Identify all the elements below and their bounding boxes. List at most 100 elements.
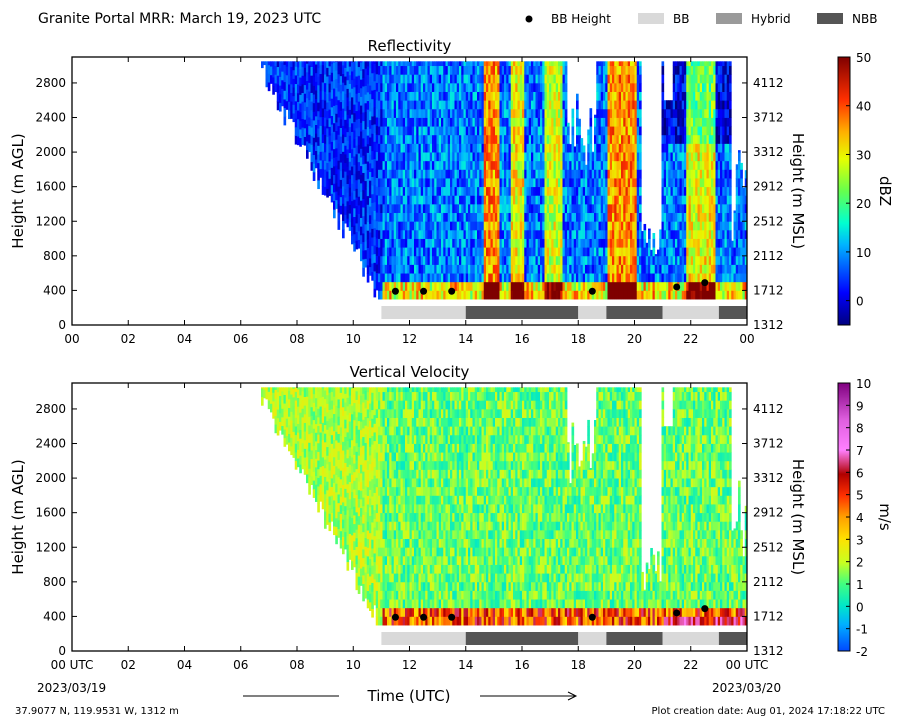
heatmap-cell — [486, 186, 489, 196]
heatmap-cell — [339, 84, 343, 94]
heatmap-cell — [360, 234, 363, 244]
heatmap-cell — [632, 273, 635, 283]
heatmap-cell — [411, 65, 415, 75]
heatmap-cell — [265, 78, 269, 88]
heatmap-cell — [378, 117, 381, 127]
heatmap-cell — [330, 167, 334, 177]
heatmap-cell — [333, 174, 336, 184]
heatmap-cell — [477, 117, 480, 127]
heatmap-cell — [400, 82, 404, 92]
heatmap-cell — [292, 113, 296, 123]
heatmap-cell — [632, 169, 635, 179]
heatmap-cell — [490, 290, 494, 300]
heatmap-cell — [465, 91, 469, 101]
heatmap-cell — [418, 126, 422, 136]
heatmap-cell — [663, 203, 667, 214]
heatmap-cell — [384, 290, 388, 300]
heatmap-cell — [510, 126, 514, 136]
heatmap-cell — [429, 264, 433, 274]
heatmap-cell — [618, 91, 622, 101]
heatmap-cell — [612, 247, 615, 257]
heatmap-cell — [418, 290, 422, 300]
heatmap-cell — [371, 193, 374, 203]
heatmap-cell — [598, 186, 602, 196]
heatmap-cell — [373, 115, 377, 125]
heatmap-cell — [474, 82, 478, 92]
heatmap-cell — [326, 119, 329, 129]
heatmap-cell — [432, 160, 435, 170]
heatmap-cell — [564, 108, 568, 118]
heatmap-cell — [589, 169, 593, 179]
heatmap-cell — [540, 290, 543, 300]
heatmap-cell — [335, 113, 338, 123]
heatmap-cell — [447, 134, 451, 144]
heatmap-cell — [378, 160, 381, 170]
heatmap-cell — [474, 203, 478, 214]
heatmap-cell — [420, 273, 424, 283]
heatmap-cell — [362, 233, 365, 243]
heatmap-cell — [562, 74, 566, 84]
heatmap-cell — [544, 100, 548, 110]
heatmap-cell — [618, 195, 622, 205]
heatmap-cell — [567, 212, 570, 222]
heatmap-cell — [668, 212, 671, 222]
heatmap-cell — [326, 102, 329, 112]
heatmap-cell — [648, 247, 651, 257]
heatmap-cell — [429, 152, 433, 162]
heatmap-cell — [436, 143, 440, 153]
heatmap-cell — [429, 169, 433, 179]
heatmap-cell — [402, 117, 406, 127]
heatmap-cell — [459, 108, 462, 118]
heatmap-cell — [639, 117, 642, 127]
heatmap-cell — [510, 178, 514, 188]
heatmap-cell — [375, 168, 379, 179]
heatmap-cell — [495, 61, 498, 67]
heatmap-cell — [477, 152, 480, 162]
heatmap-cell — [614, 74, 617, 84]
heatmap-cell — [564, 152, 568, 162]
heatmap-cell — [450, 61, 453, 67]
heatmap-cell — [677, 65, 680, 75]
heatmap-cell — [348, 213, 352, 223]
heatmap-cell — [524, 229, 527, 239]
heatmap-cell — [497, 264, 500, 274]
heatmap-cell — [432, 100, 435, 110]
heatmap-cell — [544, 273, 548, 283]
heatmap-cell — [612, 169, 615, 179]
heatmap-cell — [564, 229, 568, 239]
heatmap-cell — [297, 61, 300, 68]
heatmap-cell — [549, 178, 552, 188]
heatmap-cell — [634, 221, 638, 231]
heatmap-cell — [729, 178, 732, 188]
heatmap-cell — [454, 281, 458, 291]
heatmap-cell — [351, 200, 354, 210]
heatmap-cell — [416, 108, 419, 118]
heatmap-cell — [675, 203, 678, 214]
heatmap-cell — [375, 264, 379, 274]
heatmap-cell — [544, 152, 548, 162]
heatmap-cell — [405, 221, 408, 231]
heatmap-cell — [531, 203, 534, 214]
heatmap-cell — [623, 273, 626, 283]
heatmap-cell — [483, 229, 487, 239]
heatmap-cell — [542, 108, 545, 118]
heatmap-cell — [499, 74, 503, 84]
heatmap-cell — [321, 99, 325, 109]
heatmap-cell — [445, 195, 449, 205]
heatmap-cell — [654, 254, 658, 257]
heatmap-cell — [362, 112, 365, 122]
heatmap-cell — [276, 61, 280, 68]
heatmap-cell — [470, 281, 473, 291]
heatmap-cell — [357, 153, 361, 163]
heatmap-cell — [560, 126, 563, 136]
heatmap-cell — [560, 203, 563, 214]
heatmap-cell — [537, 61, 541, 67]
heatmap-cell — [387, 212, 390, 222]
heatmap-cell — [668, 134, 671, 144]
heatmap-cell — [391, 126, 395, 136]
heatmap-cell — [319, 151, 323, 161]
heatmap-cell — [596, 221, 599, 231]
heatmap-cell — [609, 273, 613, 283]
heatmap-cell — [632, 195, 635, 205]
